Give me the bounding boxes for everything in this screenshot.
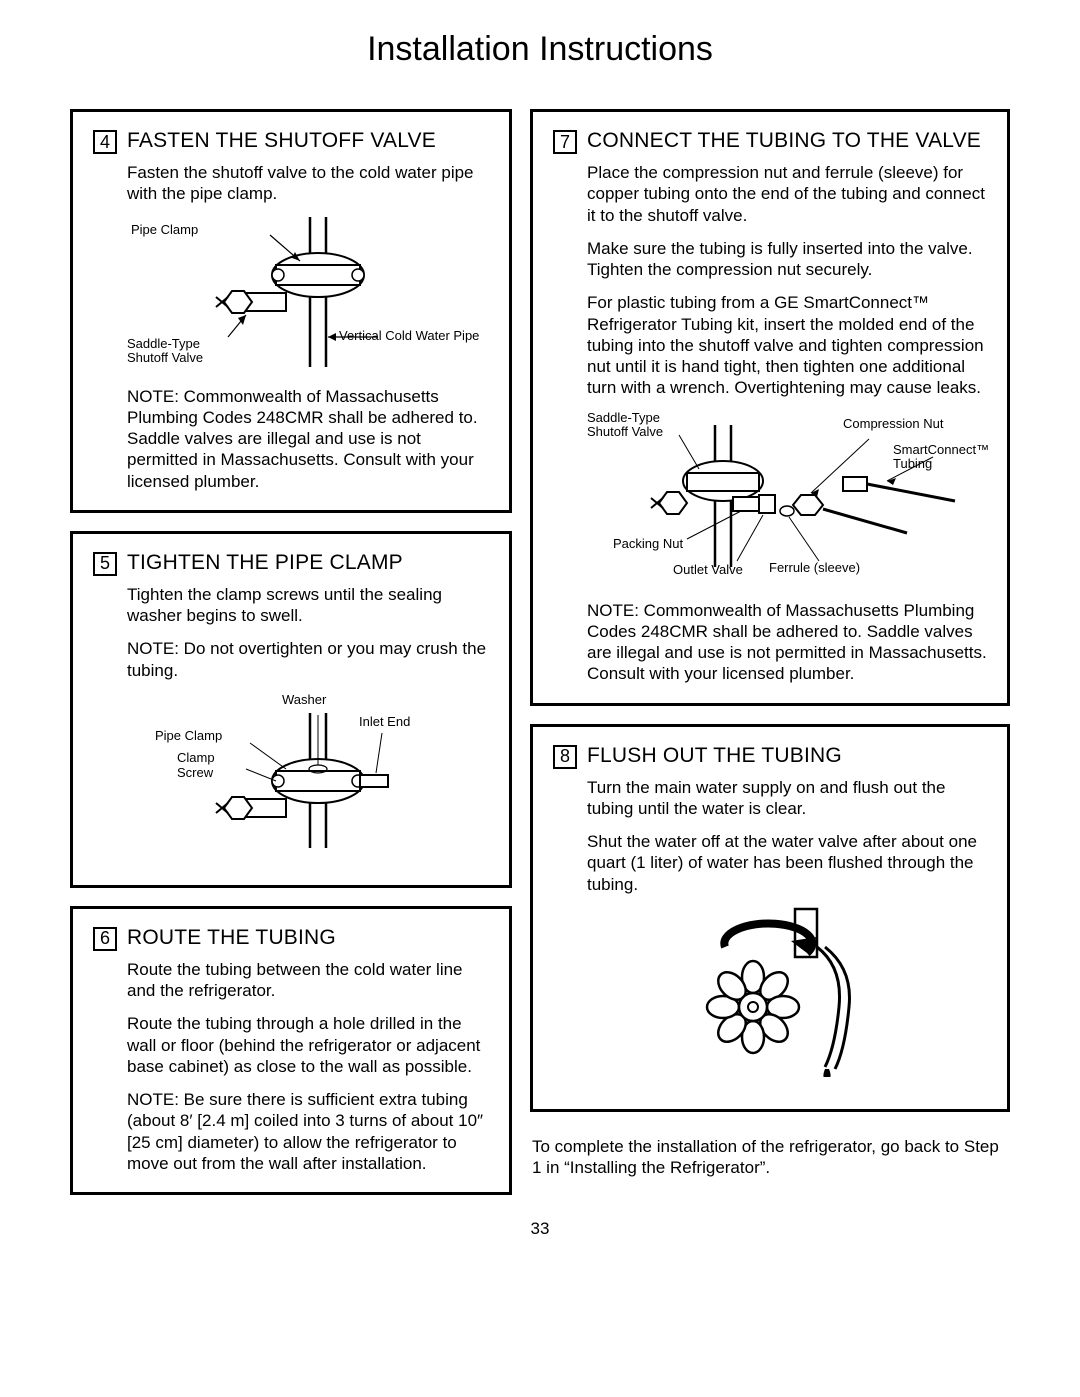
- step-text: Route the tubing between the cold water …: [127, 959, 489, 1002]
- step-text: For plastic tubing from a GE SmartConnec…: [587, 292, 987, 398]
- step-text: Tighten the clamp screws until the seali…: [127, 584, 489, 627]
- step-text: Make sure the tubing is fully inserted i…: [587, 238, 987, 281]
- step-header: 4 FASTEN THE SHUTOFF VALVE: [93, 128, 489, 154]
- columns: 4 FASTEN THE SHUTOFF VALVE Fasten the sh…: [70, 109, 1010, 1195]
- step-5: 5 TIGHTEN THE PIPE CLAMP Tighten the cla…: [70, 531, 512, 888]
- step-number: 8: [553, 745, 577, 769]
- step-body: Place the compression nut and ferrule (s…: [553, 162, 987, 685]
- label-inlet-end: Inlet End: [359, 715, 410, 730]
- step-text: Place the compression nut and ferrule (s…: [587, 162, 987, 226]
- step-title: TIGHTEN THE PIPE CLAMP: [127, 550, 403, 575]
- step-text: Route the tubing through a hole drilled …: [127, 1013, 489, 1077]
- label-cold-water-pipe: Vertical Cold Water Pipe: [339, 329, 479, 344]
- step-title: FLUSH OUT THE TUBING: [587, 743, 842, 768]
- right-column: 7 CONNECT THE TUBING TO THE VALVE Place …: [530, 109, 1010, 1178]
- label-clamp-screw: Clamp Screw: [177, 751, 215, 781]
- label-smartconnect: SmartConnect™ Tubing: [893, 443, 989, 473]
- label-washer: Washer: [282, 693, 326, 708]
- step-number: 6: [93, 927, 117, 951]
- step-note: NOTE: Commonwealth of Massachusetts Plum…: [127, 386, 489, 492]
- label-saddle-valve: Saddle-Type Shutoff Valve: [587, 411, 663, 441]
- label-pipe-clamp: Pipe Clamp: [131, 223, 198, 238]
- step-text: Turn the main water supply on and flush …: [587, 777, 987, 820]
- step-note: NOTE: Commonwealth of Massachusetts Plum…: [587, 600, 987, 685]
- step-8: 8 FLUSH OUT THE TUBING Turn the main wat…: [530, 724, 1010, 1112]
- step-body: Tighten the clamp screws until the seali…: [93, 584, 489, 853]
- pipe-clamp-diagram: Washer Inlet End Pipe Clamp Clamp Screw: [127, 693, 489, 853]
- step-text: NOTE: Be sure there is sufficient extra …: [127, 1089, 489, 1174]
- flush-tubing-diagram: [587, 907, 987, 1077]
- step-text: Fasten the shutoff valve to the cold wat…: [127, 162, 489, 205]
- step-header: 7 CONNECT THE TUBING TO THE VALVE: [553, 128, 987, 154]
- label-compression-nut: Compression Nut: [843, 417, 943, 432]
- step-4: 4 FASTEN THE SHUTOFF VALVE Fasten the sh…: [70, 109, 512, 513]
- step-title: ROUTE THE TUBING: [127, 925, 336, 950]
- step-number: 7: [553, 130, 577, 154]
- page: Installation Instructions 4 FASTEN THE S…: [0, 0, 1080, 1269]
- step-6: 6 ROUTE THE TUBING Route the tubing betw…: [70, 906, 512, 1195]
- step-title: CONNECT THE TUBING TO THE VALVE: [587, 128, 981, 153]
- step-7: 7 CONNECT THE TUBING TO THE VALVE Place …: [530, 109, 1010, 706]
- label-saddle-valve: Saddle-Type Shutoff Valve: [127, 337, 203, 367]
- step-header: 8 FLUSH OUT THE TUBING: [553, 743, 987, 769]
- shutoff-valve-diagram: Pipe Clamp Saddle-Type Shutoff Valve Ver…: [127, 217, 489, 372]
- connect-tubing-diagram: Saddle-Type Shutoff Valve Compression Nu…: [587, 411, 987, 586]
- page-title: Installation Instructions: [70, 30, 1010, 69]
- page-number: 33: [70, 1219, 1010, 1239]
- step-body: Route the tubing between the cold water …: [93, 959, 489, 1174]
- step-title: FASTEN THE SHUTOFF VALVE: [127, 128, 436, 153]
- step-number: 4: [93, 130, 117, 154]
- step-text: NOTE: Do not overtighten or you may crus…: [127, 638, 489, 681]
- step-number: 5: [93, 552, 117, 576]
- label-outlet-valve: Outlet Valve: [673, 563, 743, 578]
- step-body: Fasten the shutoff valve to the cold wat…: [93, 162, 489, 492]
- footer-note: To complete the installation of the refr…: [530, 1136, 1010, 1179]
- label-ferrule: Ferrule (sleeve): [769, 561, 860, 576]
- step-text: Shut the water off at the water valve af…: [587, 831, 987, 895]
- step-header: 5 TIGHTEN THE PIPE CLAMP: [93, 550, 489, 576]
- step-body: Turn the main water supply on and flush …: [553, 777, 987, 1077]
- left-column: 4 FASTEN THE SHUTOFF VALVE Fasten the sh…: [70, 109, 512, 1195]
- label-pipe-clamp: Pipe Clamp: [155, 729, 222, 744]
- label-packing-nut: Packing Nut: [613, 537, 683, 552]
- step-header: 6 ROUTE THE TUBING: [93, 925, 489, 951]
